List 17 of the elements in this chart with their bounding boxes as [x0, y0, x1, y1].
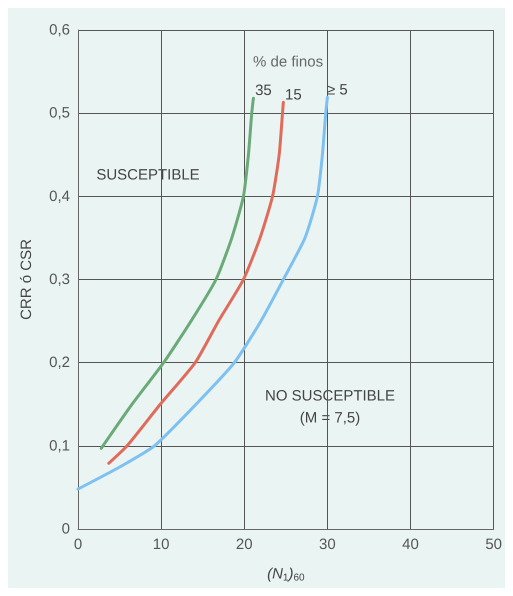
x-tick-label: 30 [319, 536, 336, 553]
x-tick-label: 10 [152, 536, 170, 553]
x-tick-label: 0 [74, 536, 82, 553]
x-tick-label: 20 [236, 536, 253, 553]
series-label: 35 [255, 82, 272, 100]
x-tick-label: 40 [402, 536, 419, 553]
y-tick-label: 0,3 [49, 271, 70, 288]
legend-title: % de finos [253, 53, 324, 70]
y-tick-label: 0 [62, 520, 70, 538]
y-tick-label: 0,2 [49, 354, 70, 372]
y-tick-label: 0,5 [49, 104, 70, 122]
y-tick-label: 0,6 [49, 22, 70, 38]
y-tick-label: 0,4 [49, 188, 70, 205]
y-tick-label: 0,1 [49, 437, 70, 454]
x-tick-label: 50 [485, 536, 502, 553]
y-axis-title: CRR ó CSR [18, 238, 35, 320]
series-label: 15 [284, 86, 302, 104]
